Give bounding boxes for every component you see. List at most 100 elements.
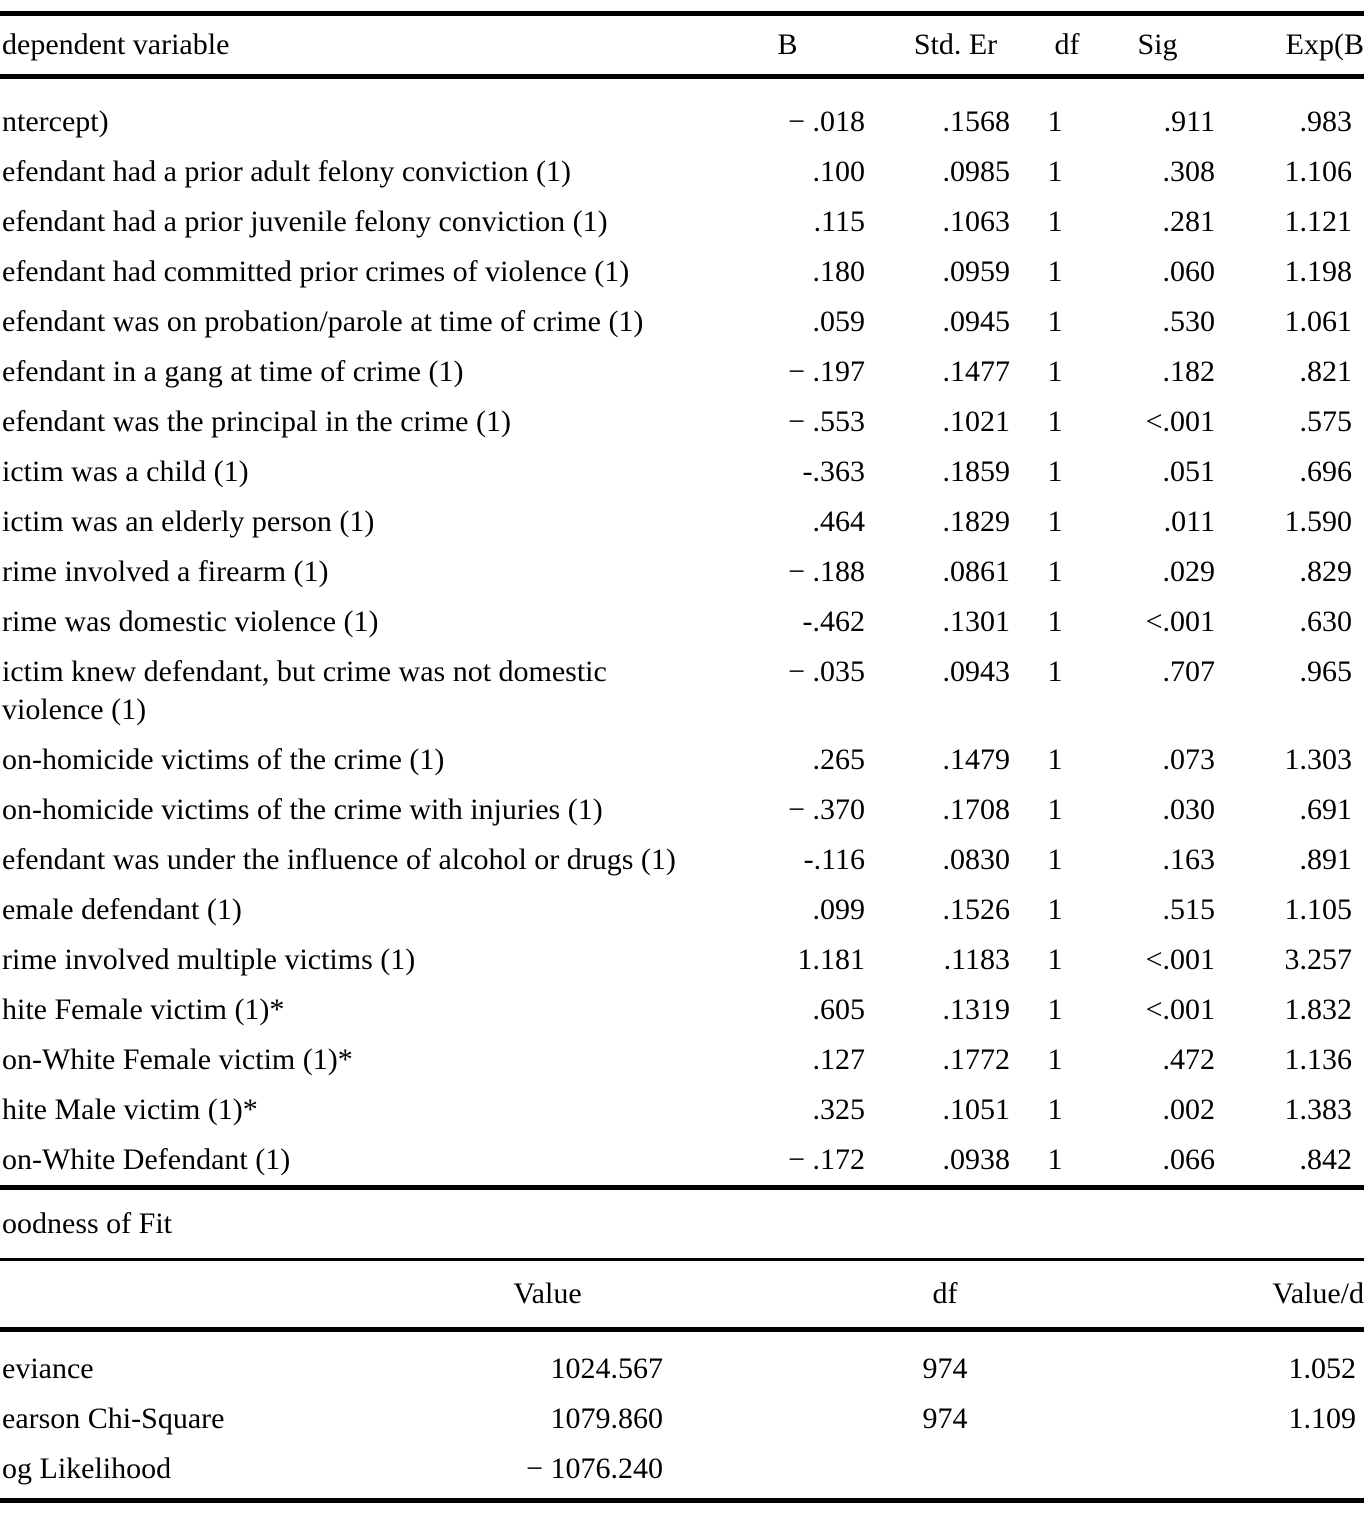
row-label: on-homicide victims of the crime (1)	[2, 743, 445, 776]
std-error-value: .1772	[942, 1043, 1011, 1076]
row-label: on-White Female victim (1)*	[2, 1043, 353, 1076]
row-label-line2: violence (1)	[2, 693, 147, 726]
df-value: 1	[1047, 155, 1063, 188]
row-label: ictim was a child (1)	[2, 455, 249, 488]
column-header-sig: Sig	[1137, 28, 1178, 61]
column-header-exp-b: Exp(B	[1285, 28, 1364, 61]
row-label-cell: efendant had a prior adult felony convic…	[2, 153, 710, 191]
row-label: ictim was an elderly person (1)	[2, 505, 375, 538]
gof-value: − 1076.240	[526, 1452, 663, 1485]
row-label-cell: on-homicide victims of the crime (1)	[2, 741, 710, 779]
std-error-value: .1301	[942, 605, 1011, 638]
sig-value: .011	[1163, 505, 1215, 538]
df-value: 1	[1047, 105, 1063, 138]
df-value: 1	[1047, 993, 1063, 1026]
horizontal-rule-below-gof-header	[0, 1327, 1364, 1332]
table-row: efendant had a prior adult felony convic…	[0, 147, 1364, 197]
b-value: .464	[812, 505, 866, 538]
row-label-cell: rime was domestic violence (1)	[2, 603, 710, 641]
b-value: .099	[812, 893, 866, 926]
gof-column-header-df: df	[932, 1277, 958, 1310]
gof-column-header-value-per-df: Value/d	[1272, 1277, 1364, 1310]
main-table-header-row: dependent variable B Std. Er df Sig Exp(…	[0, 16, 1364, 74]
gof-table-row: og Likelihood − 1076.240	[0, 1444, 1364, 1494]
gof-column-header-value: Value	[513, 1277, 582, 1310]
row-label-cell: efendant had committed prior crimes of v…	[2, 253, 710, 291]
b-value: .180	[812, 255, 866, 288]
table-row: efendant in a gang at time of crime (1) …	[0, 347, 1364, 397]
table-row: rime was domestic violence (1) -.462 .13…	[0, 597, 1364, 647]
table-row: on-White Female victim (1)* .127 .1772 1…	[0, 1035, 1364, 1085]
exp-b-value: 1.136	[1284, 1043, 1353, 1076]
row-label: efendant had a prior juvenile felony con…	[2, 205, 608, 238]
table-row: hite Female victim (1)* .605 .1319 1 <.0…	[0, 985, 1364, 1035]
table-row: rime involved multiple victims (1) 1.181…	[0, 935, 1364, 985]
sig-value: .051	[1162, 455, 1216, 488]
std-error-value: .0861	[942, 555, 1011, 588]
exp-b-value: 1.383	[1284, 1093, 1353, 1126]
row-label-cell: rime involved multiple victims (1)	[2, 941, 710, 979]
column-header-df: df	[1054, 28, 1080, 61]
exp-b-value: 1.061	[1284, 305, 1353, 338]
exp-b-value: 1.105	[1284, 893, 1353, 926]
sig-value: .163	[1162, 843, 1216, 876]
b-value: − .197	[788, 355, 865, 388]
gof-value: 1079.860	[550, 1402, 664, 1435]
row-label-cell: ntercept)	[2, 103, 710, 141]
df-value: 1	[1047, 1093, 1063, 1126]
horizontal-rule-below-gof-title	[0, 1258, 1364, 1261]
std-error-value: .1183	[943, 943, 1010, 976]
df-value: 1	[1047, 505, 1063, 538]
exp-b-value: .821	[1299, 355, 1353, 388]
gof-value-per-df: 1.052	[1288, 1352, 1357, 1385]
std-error-value: .0945	[942, 305, 1011, 338]
df-value: 1	[1047, 943, 1063, 976]
df-value: 1	[1047, 655, 1063, 688]
gof-table-header-row: Value df Value/d	[0, 1261, 1364, 1327]
df-value: 1	[1047, 1143, 1063, 1176]
gof-row-label: earson Chi-Square	[2, 1402, 225, 1435]
gof-df-value: 974	[922, 1402, 968, 1435]
gof-header-spacer	[2, 1261, 380, 1327]
exp-b-value: .842	[1299, 1143, 1353, 1176]
row-label-cell: ictim was a child (1)	[2, 453, 710, 491]
row-label-cell: efendant in a gang at time of crime (1)	[2, 353, 710, 391]
df-value: 1	[1047, 1043, 1063, 1076]
b-value: − .035	[788, 655, 865, 688]
exp-b-value: 1.121	[1284, 205, 1353, 238]
std-error-value: .0938	[942, 1143, 1011, 1176]
exp-b-value: .965	[1299, 655, 1353, 688]
row-label-cell: efendant had a prior juvenile felony con…	[2, 203, 710, 241]
sig-value: .530	[1162, 305, 1216, 338]
gof-df-value	[715, 1444, 1175, 1494]
row-label-cell: on-homicide victims of the crime with in…	[2, 791, 710, 829]
row-label-cell: hite Male victim (1)*	[2, 1091, 710, 1129]
row-label: hite Female victim (1)*	[2, 993, 285, 1026]
sig-value: .030	[1162, 793, 1216, 826]
row-label: efendant was under the influence of alco…	[2, 843, 676, 876]
exp-b-value: .575	[1299, 405, 1353, 438]
table-row: efendant was under the influence of alco…	[0, 835, 1364, 885]
main-table-body: ntercept) − .018 .1568 1 .911 .983 efend…	[0, 79, 1364, 1185]
gof-row-label-cell: eviance	[2, 1344, 380, 1394]
column-header-independent-variable: dependent variable	[2, 28, 230, 61]
std-error-value: .1859	[942, 455, 1011, 488]
exp-b-value: .691	[1299, 793, 1353, 826]
table-row: ntercept) − .018 .1568 1 .911 .983	[0, 97, 1364, 147]
b-value: .059	[812, 305, 866, 338]
row-label-cell: on-White Defendant (1)	[2, 1141, 710, 1179]
row-label-cell: ictim knew defendant, but crime was not …	[2, 653, 710, 729]
gof-value: 1024.567	[550, 1352, 664, 1385]
exp-b-value: 1.832	[1284, 993, 1353, 1026]
sig-value: <.001	[1145, 405, 1215, 438]
exp-b-value: 1.590	[1284, 505, 1353, 538]
df-value: 1	[1047, 555, 1063, 588]
df-value: 1	[1047, 255, 1063, 288]
std-error-value: .1051	[942, 1093, 1011, 1126]
df-value: 1	[1047, 793, 1063, 826]
row-label-cell: efendant was the principal in the crime …	[2, 403, 710, 441]
sig-value: .073	[1162, 743, 1216, 776]
sig-value: .066	[1162, 1143, 1216, 1176]
row-label: efendant had committed prior crimes of v…	[2, 255, 630, 288]
sig-value: .182	[1162, 355, 1216, 388]
